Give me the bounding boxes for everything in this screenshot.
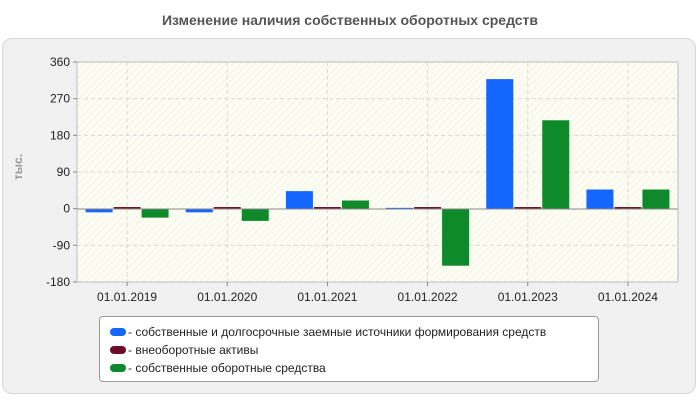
bars: [85, 79, 670, 266]
bar-2-4: [542, 120, 570, 209]
legend-item: - собственные и долгосрочные заемные ист…: [110, 323, 598, 341]
x-tick-label: 01.01.2024: [598, 290, 658, 304]
legend-swatch-working-capital: [110, 364, 126, 372]
x-tick-label: 01.01.2020: [197, 290, 257, 304]
bar-0-4: [486, 79, 514, 209]
bar-0-0: [85, 208, 113, 213]
bar-0-1: [185, 208, 213, 213]
bar-2-0: [141, 208, 169, 218]
y-axis-label: тыс.: [11, 154, 25, 180]
legend-label: - внеоборотные активы: [128, 343, 259, 357]
plot-area: [76, 61, 679, 283]
bar-2-1: [241, 208, 269, 221]
grid-lines: [77, 62, 678, 282]
legend-swatch-noncurrent-assets: [110, 346, 126, 354]
bar-2-5: [642, 189, 670, 209]
legend-item: - собственные оборотные средства: [110, 359, 598, 377]
y-tick-label: 360: [50, 55, 70, 69]
bar-1-3: [414, 207, 442, 209]
legend-label: - собственные оборотные средства: [128, 361, 326, 375]
bar-2-2: [341, 200, 369, 209]
bar-1-5: [614, 207, 642, 209]
legend-item: - внеоборотные активы: [110, 341, 598, 359]
legend-swatch-source-funds: [110, 328, 126, 336]
bar-0-5: [586, 189, 614, 209]
x-tick-label: 01.01.2019: [97, 290, 157, 304]
y-axis-ticks: 360 270 180 90 0 -90 -180: [46, 55, 77, 289]
y-tick-label: 90: [57, 165, 71, 179]
x-tick-label: 01.01.2021: [297, 290, 357, 304]
x-tick-label: 01.01.2023: [498, 290, 558, 304]
y-tick-label: -90: [53, 238, 71, 252]
x-axis-ticks: 01.01.2019 01.01.2020 01.01.2021 01.01.2022…: [97, 282, 658, 304]
bar-1-0: [113, 207, 141, 209]
y-tick-label: 0: [63, 202, 70, 216]
bar-1-4: [514, 207, 542, 209]
y-tick-label: 180: [50, 128, 70, 142]
chart-title: Изменение наличия собственных оборотных …: [161, 12, 539, 28]
bar-1-2: [313, 207, 341, 209]
legend-label: - собственные и долгосрочные заемные ист…: [128, 325, 547, 339]
bar-1-1: [213, 207, 241, 209]
bar-2-3: [442, 208, 470, 266]
legend: - собственные и долгосрочные заемные ист…: [99, 316, 599, 382]
x-tick-label: 01.01.2022: [398, 290, 458, 304]
bar-0-3: [386, 207, 414, 209]
bar-0-2: [285, 191, 313, 209]
y-tick-label: 270: [50, 92, 70, 106]
y-tick-label: -180: [46, 275, 70, 289]
